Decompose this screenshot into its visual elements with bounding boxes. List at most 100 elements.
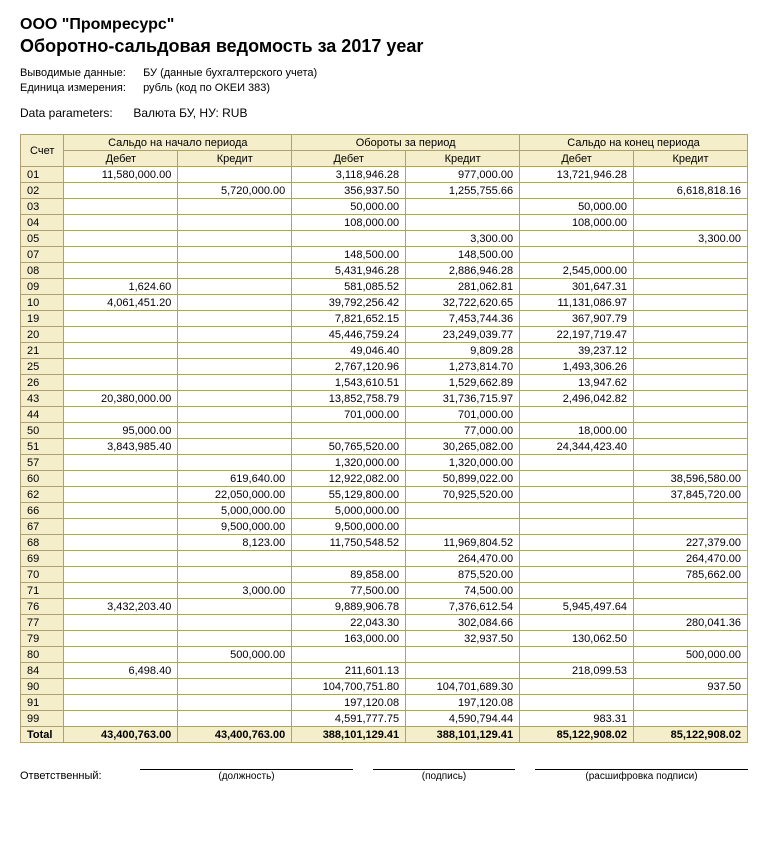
- cell-close-debit: [520, 487, 634, 503]
- cell-open-debit: [64, 567, 178, 583]
- cell-close-debit: [520, 407, 634, 423]
- signature-position: (должность): [140, 769, 353, 782]
- cell-turn-credit: [406, 663, 520, 679]
- table-row: 0350,000.0050,000.00: [21, 199, 748, 215]
- cell-open-credit: 5,000,000.00: [178, 503, 292, 519]
- cell-close-debit: [520, 535, 634, 551]
- cell-account: 07: [21, 247, 64, 263]
- col-open-credit: Кредит: [178, 151, 292, 167]
- cell-close-credit: 280,041.36: [634, 615, 748, 631]
- total-label: Total: [21, 727, 64, 743]
- cell-close-credit: 227,379.00: [634, 535, 748, 551]
- meta-label: Единица измерения:: [20, 82, 140, 94]
- cell-account: 51: [21, 439, 64, 455]
- cell-open-debit: [64, 375, 178, 391]
- cell-open-credit: [178, 375, 292, 391]
- table-row: 571,320,000.001,320,000.00: [21, 455, 748, 471]
- cell-open-debit: [64, 519, 178, 535]
- cell-turn-credit: [406, 519, 520, 535]
- cell-turn-credit: 1,529,662.89: [406, 375, 520, 391]
- cell-turn-debit: 5,431,946.28: [292, 263, 406, 279]
- cell-close-credit: [634, 599, 748, 615]
- cell-open-credit: 8,123.00: [178, 535, 292, 551]
- cell-turn-debit: 5,000,000.00: [292, 503, 406, 519]
- cell-close-credit: [634, 247, 748, 263]
- cell-open-debit: [64, 487, 178, 503]
- cell-turn-credit: 197,120.08: [406, 695, 520, 711]
- cell-close-debit: [520, 519, 634, 535]
- cell-turn-debit: 89,858.00: [292, 567, 406, 583]
- cell-turn-debit: 211,601.13: [292, 663, 406, 679]
- cell-account: 70: [21, 567, 64, 583]
- cell-close-credit: [634, 199, 748, 215]
- cell-turn-credit: 11,969,804.52: [406, 535, 520, 551]
- cell-account: 91: [21, 695, 64, 711]
- table-row: 085,431,946.282,886,946.282,545,000.00: [21, 263, 748, 279]
- cell-turn-debit: 49,046.40: [292, 343, 406, 359]
- cell-open-credit: [178, 343, 292, 359]
- col-turn-credit: Кредит: [406, 151, 520, 167]
- cell-turn-credit: 2,886,946.28: [406, 263, 520, 279]
- cell-open-credit: [178, 199, 292, 215]
- responsible-label: Ответственный:: [20, 770, 140, 782]
- cell-open-debit: 3,843,985.40: [64, 439, 178, 455]
- cell-open-debit: [64, 535, 178, 551]
- cell-account: 44: [21, 407, 64, 423]
- col-open-debit: Дебет: [64, 151, 178, 167]
- table-row: 7089,858.00875,520.00785,662.00: [21, 567, 748, 583]
- cell-turn-debit: [292, 647, 406, 663]
- total-close-credit: 85,122,908.02: [634, 727, 748, 743]
- cell-open-debit: [64, 631, 178, 647]
- signature-sign: (подпись): [373, 769, 515, 782]
- cell-close-credit: [634, 375, 748, 391]
- cell-open-debit: [64, 695, 178, 711]
- cell-open-debit: [64, 263, 178, 279]
- cell-turn-debit: 13,852,758.79: [292, 391, 406, 407]
- cell-close-credit: [634, 279, 748, 295]
- cell-open-debit: [64, 199, 178, 215]
- table-row: 7722,043.30302,084.66280,041.36: [21, 615, 748, 631]
- cell-open-credit: [178, 391, 292, 407]
- cell-turn-credit: [406, 215, 520, 231]
- cell-close-credit: [634, 423, 748, 439]
- cell-open-debit: [64, 359, 178, 375]
- cell-close-debit: 11,131,086.97: [520, 295, 634, 311]
- cell-account: 01: [21, 167, 64, 183]
- total-open-debit: 43,400,763.00: [64, 727, 178, 743]
- cell-close-credit: [634, 295, 748, 311]
- cell-close-debit: 39,237.12: [520, 343, 634, 359]
- total-open-credit: 43,400,763.00: [178, 727, 292, 743]
- cell-close-credit: [634, 327, 748, 343]
- cell-account: 08: [21, 263, 64, 279]
- cell-account: 57: [21, 455, 64, 471]
- params-value: Валюта БУ, НУ: RUB: [133, 106, 247, 120]
- cell-open-debit: [64, 615, 178, 631]
- cell-turn-debit: [292, 423, 406, 439]
- table-row: 5095,000.0077,000.0018,000.00: [21, 423, 748, 439]
- cell-turn-debit: 50,000.00: [292, 199, 406, 215]
- table-row: 846,498.40211,601.13218,099.53: [21, 663, 748, 679]
- cell-open-credit: [178, 327, 292, 343]
- cell-open-credit: [178, 215, 292, 231]
- cell-account: 03: [21, 199, 64, 215]
- cell-turn-credit: 1,273,814.70: [406, 359, 520, 375]
- cell-account: 21: [21, 343, 64, 359]
- cell-close-credit: 37,845,720.00: [634, 487, 748, 503]
- cell-turn-credit: 77,000.00: [406, 423, 520, 439]
- cell-close-credit: [634, 631, 748, 647]
- cell-turn-credit: 30,265,082.00: [406, 439, 520, 455]
- data-parameters: Data parameters: Валюта БУ, НУ: RUB: [20, 106, 748, 120]
- cell-close-debit: 1,493,306.26: [520, 359, 634, 375]
- cell-close-debit: [520, 695, 634, 711]
- cell-turn-debit: 581,085.52: [292, 279, 406, 295]
- cell-close-debit: 108,000.00: [520, 215, 634, 231]
- cell-account: 68: [21, 535, 64, 551]
- cell-turn-debit: 39,792,256.42: [292, 295, 406, 311]
- signature-name: (расшифровка подписи): [535, 769, 748, 782]
- cell-open-debit: [64, 215, 178, 231]
- table-row: 261,543,610.511,529,662.8913,947.62: [21, 375, 748, 391]
- table-row: 091,624.60581,085.52281,062.81301,647.31: [21, 279, 748, 295]
- cell-close-credit: 785,662.00: [634, 567, 748, 583]
- cell-turn-credit: 31,736,715.97: [406, 391, 520, 407]
- cell-open-debit: [64, 311, 178, 327]
